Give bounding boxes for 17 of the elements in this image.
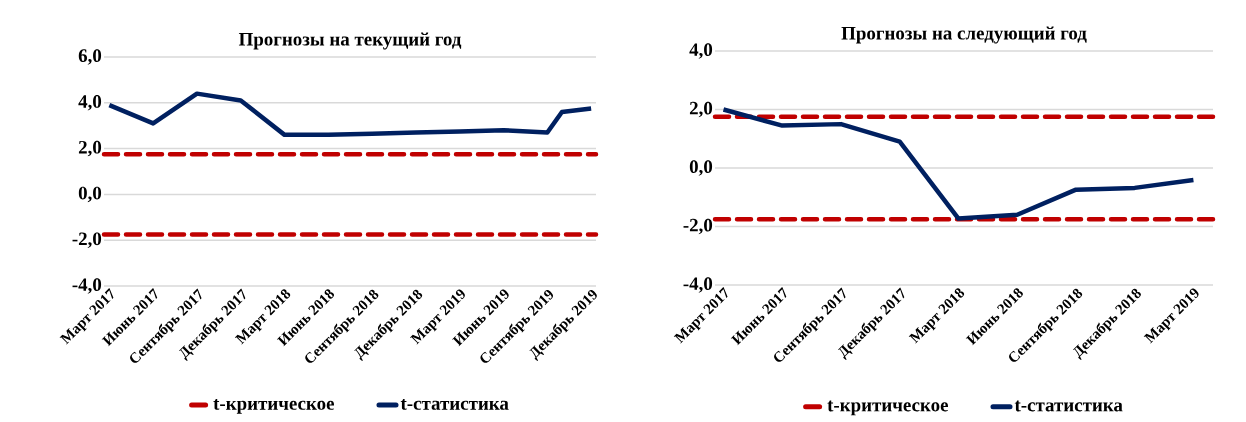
y-tick-label: 4,0 (689, 43, 713, 59)
y-tick-label: -2,0 (683, 218, 713, 235)
y-tick-label: 4,0 (78, 95, 102, 111)
chart-title: Прогнозы на текущий год (238, 32, 462, 50)
legend-label: t-критическое (213, 399, 335, 414)
line-series (721, 107, 1196, 221)
line-series (107, 91, 594, 138)
legend-label: t-критическое (827, 400, 949, 416)
y-tick-label: 0,0 (689, 160, 713, 176)
chart-title: Прогнозы на следующий год (841, 26, 1087, 44)
y-tick-label: 2,0 (78, 140, 102, 157)
legend-label: t-статистика (1014, 400, 1123, 412)
y-tick-label: -2,0 (72, 232, 102, 248)
y-tick-label: 2,0 (689, 101, 713, 118)
legend-label: t-статистика (400, 399, 509, 410)
y-tick-label: 0,0 (78, 186, 102, 203)
y-tick-label: 6,0 (78, 49, 102, 65)
